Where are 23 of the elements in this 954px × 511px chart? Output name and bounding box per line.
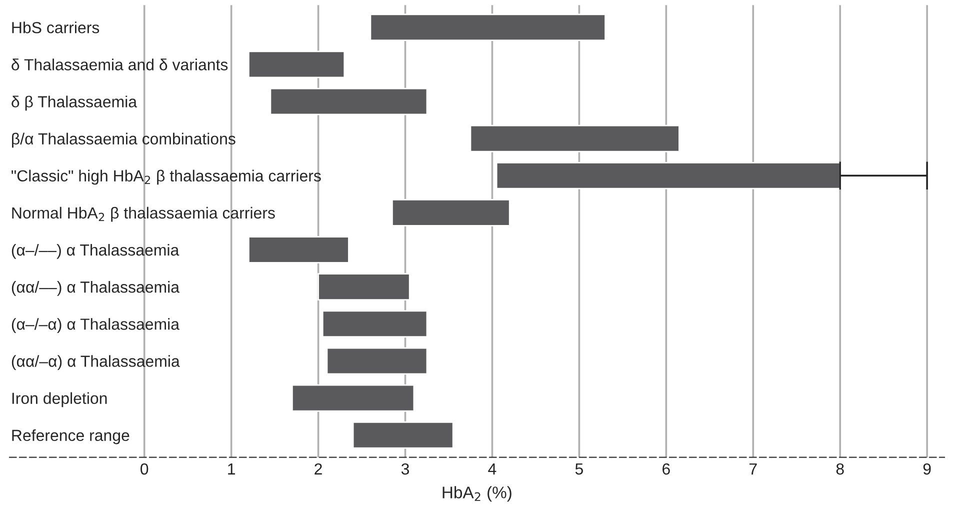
y-tick-label: Iron depletion [12,392,107,408]
x-tick-label: 3 [401,463,409,475]
y-tick-label: "Classic" high HbA$_{2}$ β thalassaemia carriers [12,170,321,185]
y-tick-label: δ Thalassaemia and δ variants [12,58,228,70]
x-tick-label: 6 [662,463,670,475]
y-tick-label: HbS carriers [12,22,100,34]
x-tick-label: 8 [836,463,844,475]
x-tick-label: 4 [488,463,496,474]
y-tick-label: (αα/–α) α Thalassaemia [12,355,180,370]
y-tick-label: (α–/––) α Thalassaemia [12,244,180,259]
y-tick-label: β/α Thalassaemia combinations [12,132,236,148]
y-tick-label: (α–/–α) α Thalassaemia [12,318,180,333]
x-tick-label: 5 [575,463,583,475]
x-axis-title: HbA$_{2}$ (%) [442,486,512,502]
x-tick-label: 9 [923,463,931,475]
y-tick-label: (αα/––) α Thalassaemia [12,281,180,296]
x-tick-label: 2 [314,463,322,474]
y-tick-label: δ β Thalassaemia [12,96,138,111]
y-tick-label: Reference range [12,429,130,444]
x-tick-label: 0 [140,463,148,475]
x-tick-label: 1 [228,463,235,474]
y-tick-label: Normal HbA$_{2}$ β thalassaemia carriers [12,206,275,222]
x-tick-label: 7 [750,463,757,474]
